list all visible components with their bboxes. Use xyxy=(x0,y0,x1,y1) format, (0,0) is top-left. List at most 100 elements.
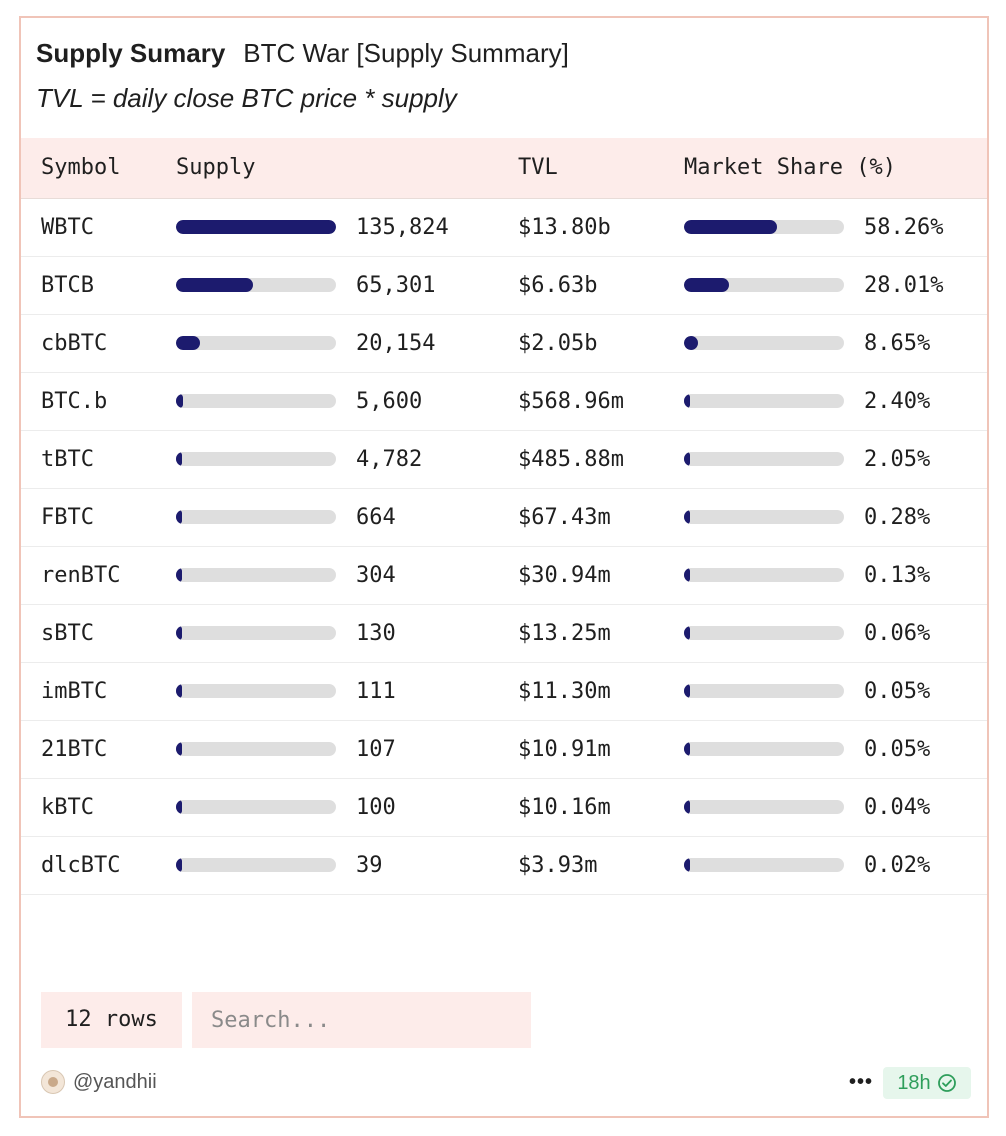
supply-value: 4,782 xyxy=(356,430,519,489)
supply-value: 111 xyxy=(356,662,519,721)
supply-bar-cell xyxy=(176,198,356,257)
supply-bar-fill xyxy=(176,510,182,524)
symbol-cell: cbBTC xyxy=(21,314,176,373)
card-title[interactable]: Supply Sumary xyxy=(36,38,226,68)
share-bar-cell xyxy=(684,198,865,257)
share-bar-track xyxy=(684,336,845,350)
supply-bar-track xyxy=(176,336,336,350)
table-row[interactable]: cbBTC 20,154 $2.05b 8.65% xyxy=(21,314,988,373)
tvl-value: $485.88m xyxy=(518,430,685,489)
age-badge[interactable]: 18h xyxy=(883,1067,971,1099)
share-bar-fill xyxy=(684,336,699,350)
symbol-cell: imBTC xyxy=(21,662,176,721)
table-row[interactable]: sBTC 130 $13.25m 0.06% xyxy=(21,604,988,663)
tvl-value: $13.80b xyxy=(518,198,685,257)
share-bar-track xyxy=(684,220,845,234)
supply-bar-track xyxy=(176,220,336,234)
tvl-value: $11.30m xyxy=(518,662,685,721)
table-row[interactable]: dlcBTC 39 $3.93m 0.02% xyxy=(21,836,988,895)
supply-bar-fill xyxy=(176,800,182,814)
supply-value: 304 xyxy=(356,546,519,605)
supply-bar-fill xyxy=(176,568,182,582)
supply-bar-cell xyxy=(176,488,356,547)
share-bar-cell xyxy=(684,546,865,605)
tvl-value: $30.94m xyxy=(518,546,685,605)
supply-value: 65,301 xyxy=(356,256,519,315)
supply-bar-cell xyxy=(176,430,356,489)
table-row[interactable]: kBTC 100 $10.16m 0.04% xyxy=(21,778,988,837)
share-bar-fill xyxy=(684,568,691,582)
supply-bar-cell xyxy=(176,778,356,837)
symbol-cell: 21BTC xyxy=(21,720,176,779)
table-row[interactable]: BTC.b 5,600 $568.96m 2.40% xyxy=(21,372,988,431)
query-name[interactable]: BTC War [Supply Summary] xyxy=(243,38,569,68)
table-row[interactable]: tBTC 4,782 $485.88m 2.05% xyxy=(21,430,988,489)
supply-bar-track xyxy=(176,510,336,524)
supply-bar-fill xyxy=(176,858,182,872)
supply-value: 107 xyxy=(356,720,519,779)
table-row[interactable]: BTCB 65,301 $6.63b 28.01% xyxy=(21,256,988,315)
table-row[interactable]: FBTC 664 $67.43m 0.28% xyxy=(21,488,988,547)
share-bar-fill xyxy=(684,684,691,698)
share-bar-track xyxy=(684,858,845,872)
supply-value: 135,824 xyxy=(356,198,519,257)
symbol-cell: renBTC xyxy=(21,546,176,605)
author[interactable]: @yandhii xyxy=(41,1070,157,1094)
share-value: 0.06% xyxy=(864,604,988,663)
supply-bar-cell xyxy=(176,836,356,895)
symbol-cell: BTC.b xyxy=(21,372,176,431)
table-row[interactable]: 21BTC 107 $10.91m 0.05% xyxy=(21,720,988,779)
supply-bar-track xyxy=(176,452,336,466)
table-row[interactable]: imBTC 111 $11.30m 0.05% xyxy=(21,662,988,721)
symbol-cell: kBTC xyxy=(21,778,176,837)
column-header-symbol[interactable]: Symbol xyxy=(21,138,176,199)
avatar-icon xyxy=(41,1070,65,1094)
symbol-cell: dlcBTC xyxy=(21,836,176,895)
tvl-value: $3.93m xyxy=(518,836,685,895)
symbol-cell: sBTC xyxy=(21,604,176,663)
supply-table: Symbol Supply TVL Market Share (%) WBTC 1… xyxy=(21,138,988,895)
share-bar-fill xyxy=(684,394,691,408)
supply-bar-cell xyxy=(176,662,356,721)
supply-bar-track xyxy=(176,800,336,814)
tvl-value: $67.43m xyxy=(518,488,685,547)
supply-bar-cell xyxy=(176,604,356,663)
tvl-value: $2.05b xyxy=(518,314,685,373)
table-row[interactable]: renBTC 304 $30.94m 0.13% xyxy=(21,546,988,605)
supply-bar-cell xyxy=(176,720,356,779)
share-bar-cell xyxy=(684,720,865,779)
share-value: 58.26% xyxy=(864,198,988,257)
share-bar-cell xyxy=(684,488,865,547)
column-header-market-share[interactable]: Market Share (%) xyxy=(684,138,988,199)
table-row[interactable]: WBTC 135,824 $13.80b 58.26% xyxy=(21,198,988,257)
share-bar-fill xyxy=(684,510,691,524)
share-bar-fill xyxy=(684,220,778,234)
column-header-supply[interactable]: Supply xyxy=(176,138,519,199)
share-bar-fill xyxy=(684,858,691,872)
supply-bar-fill xyxy=(176,394,183,408)
supply-value: 100 xyxy=(356,778,519,837)
more-options-button[interactable]: ••• xyxy=(849,1071,874,1093)
share-bar-track xyxy=(684,510,845,524)
check-circle-icon xyxy=(937,1074,956,1092)
supply-bar-track xyxy=(176,278,336,292)
column-header-tvl[interactable]: TVL xyxy=(518,138,685,199)
supply-bar-fill xyxy=(176,336,200,350)
share-bar-track xyxy=(684,684,845,698)
search-input[interactable] xyxy=(192,992,531,1048)
card-header: Supply Sumary BTC War [Supply Summary] TV… xyxy=(36,38,569,114)
author-name[interactable]: @yandhii xyxy=(73,1070,157,1093)
share-bar-cell xyxy=(684,604,865,663)
supply-bar-fill xyxy=(176,626,182,640)
supply-value: 5,600 xyxy=(356,372,519,431)
supply-bar-cell xyxy=(176,546,356,605)
supply-value: 20,154 xyxy=(356,314,519,373)
share-bar-track xyxy=(684,278,845,292)
share-value: 2.40% xyxy=(864,372,988,431)
share-bar-cell xyxy=(684,256,865,315)
supply-bar-fill xyxy=(176,452,182,466)
share-value: 28.01% xyxy=(864,256,988,315)
supply-bar-track xyxy=(176,568,336,582)
supply-bar-fill xyxy=(176,278,253,292)
share-bar-track xyxy=(684,626,845,640)
